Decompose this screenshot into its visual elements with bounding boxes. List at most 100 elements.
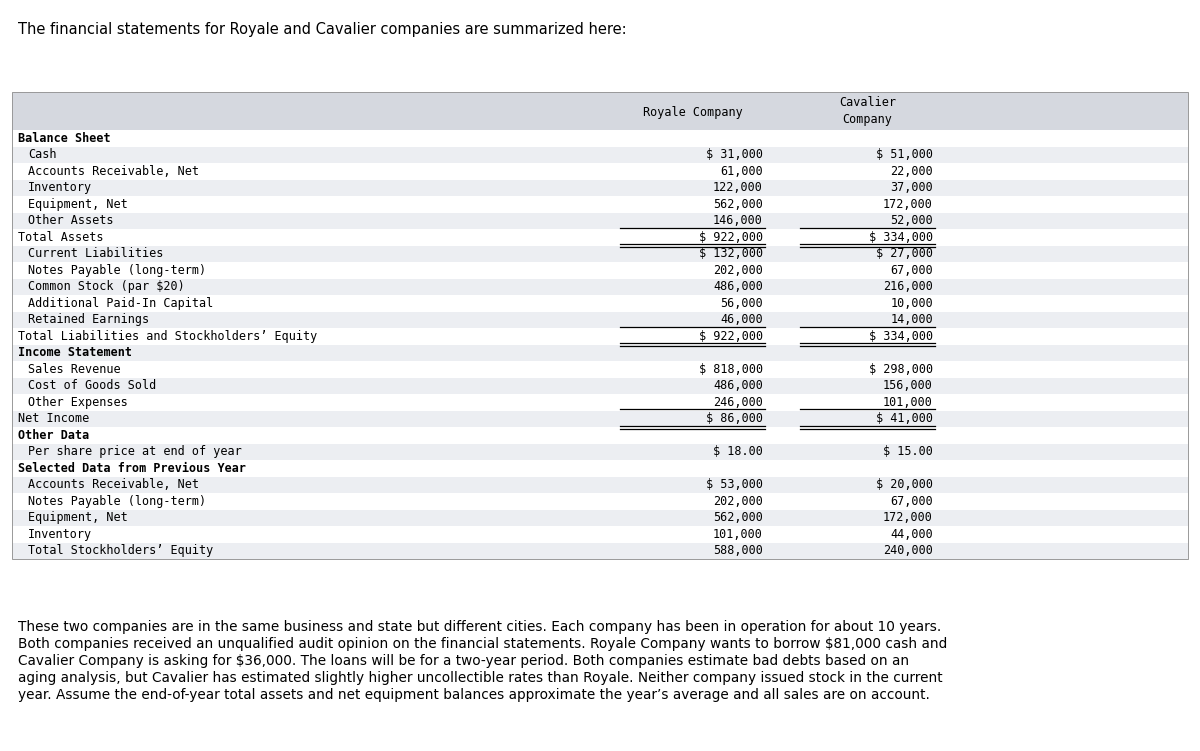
Bar bbox=[12, 92, 1188, 559]
Bar bbox=[12, 542, 1188, 559]
Text: 46,000: 46,000 bbox=[720, 313, 763, 326]
Text: 486,000: 486,000 bbox=[713, 379, 763, 392]
Text: Total Stockholders’ Equity: Total Stockholders’ Equity bbox=[28, 544, 214, 557]
Bar bbox=[12, 163, 1188, 179]
Text: 67,000: 67,000 bbox=[890, 264, 934, 277]
Text: $ 334,000: $ 334,000 bbox=[869, 330, 934, 342]
Text: Income Statement: Income Statement bbox=[18, 346, 132, 359]
Bar bbox=[12, 526, 1188, 542]
Bar bbox=[12, 179, 1188, 196]
Text: Other Data: Other Data bbox=[18, 429, 89, 442]
Text: Cost of Goods Sold: Cost of Goods Sold bbox=[28, 379, 156, 392]
Text: Current Liabilities: Current Liabilities bbox=[28, 247, 163, 261]
Text: Notes Payable (long-term): Notes Payable (long-term) bbox=[28, 495, 206, 508]
Text: year. Assume the end-of-year total assets and net equipment balances approximate: year. Assume the end-of-year total asset… bbox=[18, 688, 930, 702]
Text: Inventory: Inventory bbox=[28, 181, 92, 195]
Text: 122,000: 122,000 bbox=[713, 181, 763, 195]
Bar bbox=[12, 295, 1188, 312]
Text: 146,000: 146,000 bbox=[713, 214, 763, 228]
Text: Accounts Receivable, Net: Accounts Receivable, Net bbox=[28, 164, 199, 178]
Bar bbox=[12, 476, 1188, 493]
Text: Balance Sheet: Balance Sheet bbox=[18, 131, 110, 145]
Text: aging analysis, but Cavalier has estimated slightly higher uncollectible rates t: aging analysis, but Cavalier has estimat… bbox=[18, 671, 943, 685]
Text: 37,000: 37,000 bbox=[890, 181, 934, 195]
Text: Accounts Receivable, Net: Accounts Receivable, Net bbox=[28, 478, 199, 491]
Text: Notes Payable (long-term): Notes Payable (long-term) bbox=[28, 264, 206, 277]
Text: 10,000: 10,000 bbox=[890, 297, 934, 309]
Text: 588,000: 588,000 bbox=[713, 544, 763, 557]
Text: Company: Company bbox=[842, 113, 893, 126]
Bar bbox=[12, 262, 1188, 279]
Text: Per share price at end of year: Per share price at end of year bbox=[28, 445, 241, 458]
Text: 67,000: 67,000 bbox=[890, 495, 934, 508]
Text: 156,000: 156,000 bbox=[883, 379, 934, 392]
Text: 14,000: 14,000 bbox=[890, 313, 934, 326]
Bar bbox=[12, 444, 1188, 460]
Text: $ 922,000: $ 922,000 bbox=[698, 330, 763, 342]
Text: Cavalier: Cavalier bbox=[839, 96, 896, 109]
Text: Cavalier Company is asking for $36,000. The loans will be for a two-year period.: Cavalier Company is asking for $36,000. … bbox=[18, 654, 910, 668]
Text: 240,000: 240,000 bbox=[883, 544, 934, 557]
Text: 486,000: 486,000 bbox=[713, 280, 763, 293]
Text: 61,000: 61,000 bbox=[720, 164, 763, 178]
Text: Net Income: Net Income bbox=[18, 412, 89, 425]
Text: $ 51,000: $ 51,000 bbox=[876, 148, 934, 161]
Bar bbox=[12, 460, 1188, 476]
Text: $ 334,000: $ 334,000 bbox=[869, 231, 934, 244]
Text: Cash: Cash bbox=[28, 148, 56, 161]
Text: 202,000: 202,000 bbox=[713, 495, 763, 508]
Text: Equipment, Net: Equipment, Net bbox=[28, 511, 127, 524]
Text: Equipment, Net: Equipment, Net bbox=[28, 198, 127, 211]
Text: $ 818,000: $ 818,000 bbox=[698, 363, 763, 376]
Text: Selected Data from Previous Year: Selected Data from Previous Year bbox=[18, 462, 246, 475]
Text: 172,000: 172,000 bbox=[883, 511, 934, 524]
Text: 22,000: 22,000 bbox=[890, 164, 934, 178]
Text: 101,000: 101,000 bbox=[883, 396, 934, 409]
Text: $ 27,000: $ 27,000 bbox=[876, 247, 934, 261]
Bar bbox=[12, 312, 1188, 328]
Text: 172,000: 172,000 bbox=[883, 198, 934, 211]
Text: Other Expenses: Other Expenses bbox=[28, 396, 127, 409]
Bar bbox=[12, 427, 1188, 444]
Text: 562,000: 562,000 bbox=[713, 511, 763, 524]
Text: Inventory: Inventory bbox=[28, 528, 92, 541]
Text: $ 86,000: $ 86,000 bbox=[706, 412, 763, 425]
Text: Total Liabilities and Stockholders’ Equity: Total Liabilities and Stockholders’ Equi… bbox=[18, 330, 317, 342]
Bar bbox=[12, 378, 1188, 394]
Text: 562,000: 562,000 bbox=[713, 198, 763, 211]
Bar bbox=[12, 92, 1188, 130]
Text: $ 15.00: $ 15.00 bbox=[883, 445, 934, 458]
Text: Retained Earnings: Retained Earnings bbox=[28, 313, 149, 326]
Bar bbox=[12, 394, 1188, 411]
Text: 246,000: 246,000 bbox=[713, 396, 763, 409]
Text: 101,000: 101,000 bbox=[713, 528, 763, 541]
Text: $ 31,000: $ 31,000 bbox=[706, 148, 763, 161]
Text: Sales Revenue: Sales Revenue bbox=[28, 363, 121, 376]
Bar bbox=[12, 196, 1188, 213]
Text: 52,000: 52,000 bbox=[890, 214, 934, 228]
Text: $ 18.00: $ 18.00 bbox=[713, 445, 763, 458]
Text: Other Assets: Other Assets bbox=[28, 214, 114, 228]
Bar bbox=[12, 229, 1188, 246]
Text: 56,000: 56,000 bbox=[720, 297, 763, 309]
Text: $ 20,000: $ 20,000 bbox=[876, 478, 934, 491]
Text: Total Assets: Total Assets bbox=[18, 231, 103, 244]
Bar bbox=[12, 328, 1188, 345]
Bar bbox=[12, 130, 1188, 146]
Bar bbox=[12, 411, 1188, 427]
Text: 216,000: 216,000 bbox=[883, 280, 934, 293]
Text: The financial statements for Royale and Cavalier companies are summarized here:: The financial statements for Royale and … bbox=[18, 22, 626, 37]
Text: $ 132,000: $ 132,000 bbox=[698, 247, 763, 261]
Bar bbox=[12, 213, 1188, 229]
Bar bbox=[12, 509, 1188, 526]
Text: $ 298,000: $ 298,000 bbox=[869, 363, 934, 376]
Text: Royale Company: Royale Company bbox=[643, 107, 743, 119]
Text: Common Stock (par $20): Common Stock (par $20) bbox=[28, 280, 185, 293]
Text: Additional Paid-In Capital: Additional Paid-In Capital bbox=[28, 297, 214, 309]
Bar bbox=[12, 279, 1188, 295]
Text: $ 41,000: $ 41,000 bbox=[876, 412, 934, 425]
Text: 202,000: 202,000 bbox=[713, 264, 763, 277]
Bar bbox=[12, 493, 1188, 509]
Text: $ 922,000: $ 922,000 bbox=[698, 231, 763, 244]
Text: These two companies are in the same business and state but different cities. Eac: These two companies are in the same busi… bbox=[18, 620, 941, 634]
